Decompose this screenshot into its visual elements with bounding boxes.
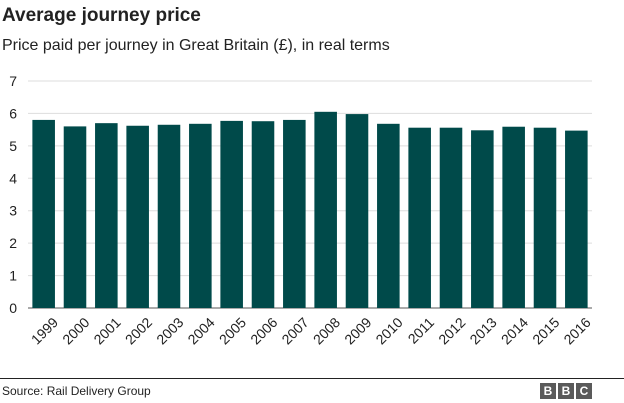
x-tick-label: 2013	[466, 314, 499, 347]
bar	[283, 119, 306, 309]
x-tick-label: 2011	[405, 314, 438, 347]
x-tick-label: 2006	[247, 314, 280, 347]
bar	[377, 123, 400, 308]
x-tick-label: 2003	[153, 314, 186, 347]
x-tick-label: 2002	[122, 314, 155, 347]
y-tick-label: 7	[9, 73, 17, 89]
bar	[220, 120, 243, 308]
x-tick-label: 2005	[216, 314, 249, 347]
x-tick-label: 1999	[28, 314, 61, 347]
bar	[189, 123, 212, 308]
bbc-logo: B B C	[540, 383, 592, 399]
x-tick-label: 2000	[59, 314, 92, 347]
bar	[95, 123, 118, 309]
bar	[63, 126, 87, 309]
bbc-logo-letter: C	[576, 383, 592, 399]
y-tick-label: 0	[9, 300, 17, 316]
bar	[157, 124, 181, 309]
source-note: Source: Rail Delivery Group	[2, 384, 151, 398]
bar	[345, 114, 369, 308]
x-tick-label: 2010	[372, 314, 405, 347]
y-tick-label: 2	[9, 235, 17, 251]
bbc-logo-letter: B	[540, 383, 556, 399]
chart-title: Average journey price	[2, 5, 201, 26]
bar	[565, 130, 588, 308]
x-tick-label: 2016	[560, 314, 593, 347]
y-tick-label: 6	[9, 105, 17, 121]
x-tick-label: 2015	[529, 314, 562, 347]
bar	[408, 127, 431, 308]
bar	[439, 127, 463, 308]
bar	[502, 126, 525, 308]
x-tick-label: 2008	[310, 314, 343, 347]
bar	[471, 130, 494, 308]
y-tick-label: 4	[9, 170, 17, 186]
bar	[126, 125, 149, 308]
x-tick-label: 2012	[435, 314, 468, 347]
y-tick-label: 3	[9, 203, 17, 219]
chart-subtitle: Price paid per journey in Great Britain …	[2, 37, 390, 54]
x-tick-label: 2014	[498, 314, 531, 347]
x-tick-label: 2007	[278, 314, 311, 347]
bar	[533, 127, 557, 308]
footer-divider	[0, 378, 624, 379]
bar	[32, 119, 55, 309]
x-tick-label: 2001	[90, 314, 123, 347]
bar-chart: 0 1 2 3 4 5 6 7 19992000200120022003200420052006…	[9, 73, 594, 348]
y-tick-label: 5	[9, 138, 17, 154]
x-tick-label: 2009	[341, 314, 374, 347]
bbc-logo-letter: B	[558, 383, 574, 399]
y-tick-label: 1	[9, 268, 17, 284]
bar	[251, 121, 275, 308]
x-tick-label: 2004	[184, 314, 217, 347]
bar	[314, 111, 337, 308]
